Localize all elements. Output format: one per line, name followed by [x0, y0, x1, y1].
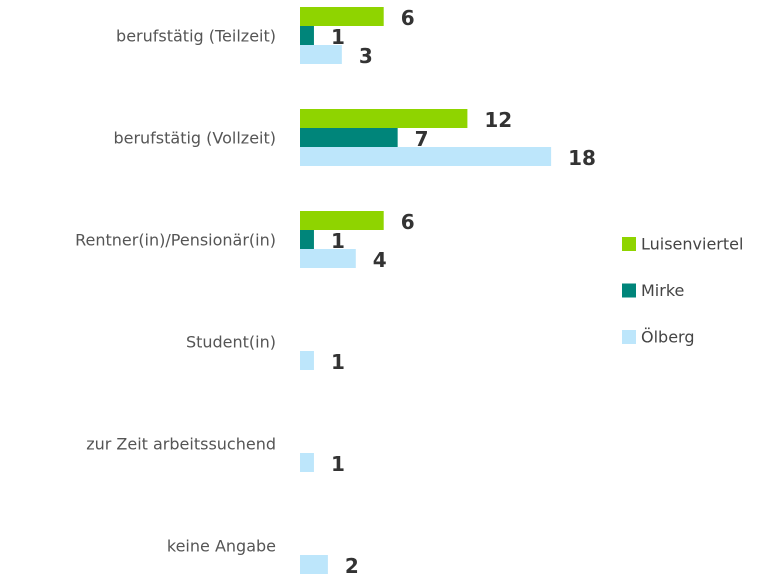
value-label: 4 — [373, 248, 387, 272]
legend-label: Ölberg — [641, 328, 695, 347]
legend-label: Luisenviertel — [641, 235, 743, 254]
bar — [300, 128, 398, 147]
value-label: 6 — [401, 210, 415, 234]
bar — [300, 7, 384, 26]
category-label: Rentner(in)/Pensionär(in) — [75, 231, 276, 250]
category-label: Student(in) — [186, 333, 276, 352]
bar — [300, 147, 552, 166]
bar — [300, 249, 356, 268]
category-label: keine Angabe — [167, 537, 276, 556]
value-label: 1 — [331, 25, 345, 49]
value-label: 6 — [401, 6, 415, 30]
value-label: 1 — [331, 452, 345, 476]
legend-swatch — [622, 283, 636, 298]
value-label: 2 — [345, 554, 359, 578]
bar — [300, 555, 328, 574]
legend-label: Mirke — [641, 281, 684, 300]
value-label: 1 — [331, 229, 345, 253]
value-label: 18 — [568, 146, 596, 170]
category-label: berufstätig (Vollzeit) — [113, 129, 276, 148]
value-label: 12 — [484, 108, 512, 132]
legend-swatch — [622, 330, 636, 344]
value-label: 7 — [415, 127, 429, 151]
bar — [300, 351, 314, 370]
bar — [300, 211, 384, 230]
bar — [300, 45, 342, 64]
bar — [300, 453, 314, 472]
bar — [300, 26, 314, 45]
category-label: zur Zeit arbeitssuchend — [86, 435, 276, 454]
value-label: 3 — [359, 44, 373, 68]
bar — [300, 109, 468, 128]
value-label: 1 — [331, 350, 345, 374]
category-label: berufstätig (Teilzeit) — [116, 27, 276, 46]
bar — [300, 230, 314, 249]
legend-swatch — [622, 237, 636, 251]
